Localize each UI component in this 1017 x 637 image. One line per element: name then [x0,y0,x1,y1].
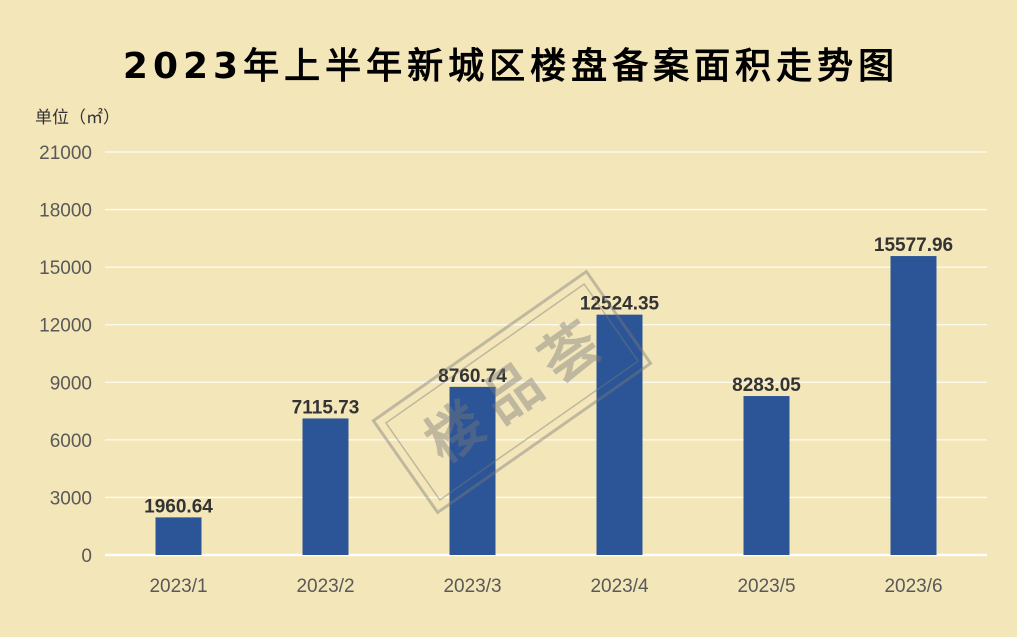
bars [155,256,937,555]
y-axis-unit-label: 单位（㎡） [35,108,120,128]
data-label-2023-4: 12524.35 [580,294,660,315]
y-tick-label: 21000 [39,143,92,164]
y-tick-label: 0 [81,546,92,567]
y-tick-label: 3000 [50,488,92,509]
gridlines [105,151,987,557]
data-label-2023-3: 8760.74 [438,366,507,387]
data-label-2023-5: 8283.05 [732,375,801,396]
x-axis-ticks: 2023/1 2023/2 2023/3 2023/4 2023/5 2023/6 [149,576,942,597]
x-tick-label-2023-3: 2023/3 [443,576,501,597]
bar-2023-2 [302,418,349,555]
y-tick-label: 9000 [50,373,92,394]
y-tick-label: 6000 [50,431,92,452]
x-tick-label-2023-4: 2023/4 [590,576,649,597]
bar-2023-6 [890,256,937,555]
x-tick-label-2023-6: 2023/6 [884,576,942,597]
data-label-2023-6: 15577.96 [874,235,953,256]
y-tick-label: 18000 [39,201,92,222]
bar-2023-3 [449,386,496,555]
data-label-2023-1: 1960.64 [144,496,213,517]
bar-2023-5 [743,396,790,555]
y-axis-ticks: 0 3000 6000 9000 12000 15000 18000 21000 [39,143,92,567]
watermark-inner-border [384,283,640,501]
data-labels: 1960.64 7115.73 8760.74 12524.35 8283.05 1557… [144,235,953,517]
bar-2023-1 [155,517,202,555]
chart-title: 2023年上半年新城区楼盘备案面积走势图 [122,46,900,87]
bar-2023-4 [596,314,643,555]
watermark-text: 楼品荟 [414,302,623,476]
x-tick-label-2023-2: 2023/2 [296,576,354,597]
data-label-2023-2: 7115.73 [292,397,360,418]
x-tick-label-2023-1: 2023/1 [149,576,207,597]
y-tick-label: 15000 [39,258,92,279]
x-tick-label-2023-5: 2023/5 [737,576,795,597]
watermark-outer-border [371,269,653,515]
y-tick-label: 12000 [39,316,92,337]
